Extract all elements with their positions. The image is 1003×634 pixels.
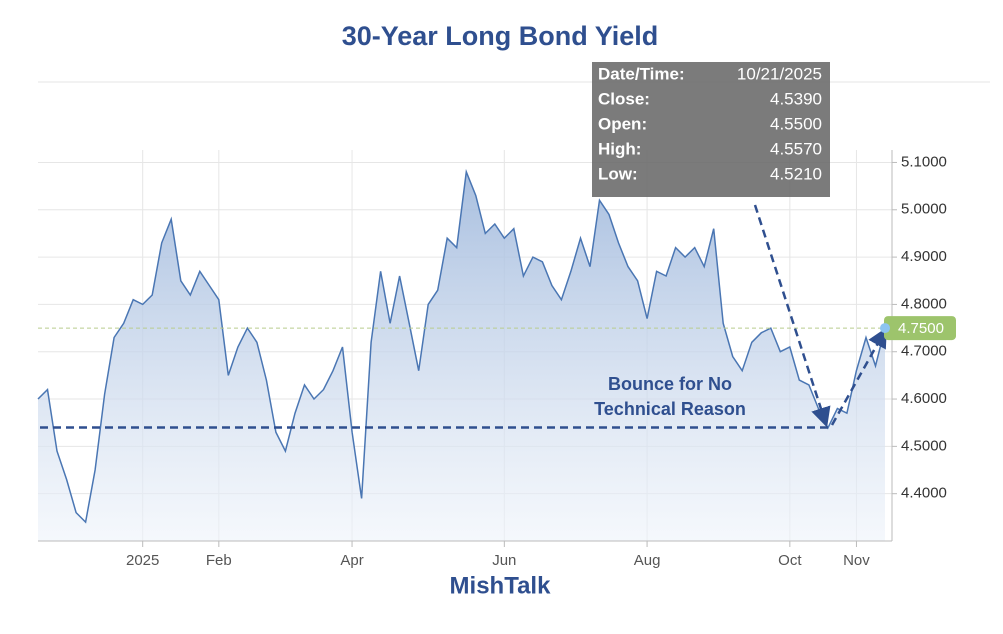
tooltip-label: High: [598,139,641,158]
x-tick-label: Jun [492,552,516,569]
y-tick-label: 4.5000 [901,437,947,454]
x-tick-label: Aug [634,552,661,569]
tooltip-label: Open: [598,114,647,133]
x-tick-label: 2025 [126,552,159,569]
annotation-text: Technical Reason [594,399,746,419]
tooltip-value: 10/21/2025 [737,64,822,83]
y-tick-label: 4.6000 [901,390,947,407]
tooltip-value: 4.5500 [770,114,822,133]
chart-title: 30-Year Long Bond Yield [342,21,659,51]
footer: MishTalk [450,572,552,599]
last-value-label: 4.7500 [898,320,944,337]
y-tick-label: 4.4000 [901,485,947,502]
x-tick-label: Nov [843,552,870,569]
tooltip-value: 4.5390 [770,89,822,108]
tooltip-label: Close: [598,89,650,108]
y-tick-label: 5.0000 [901,201,947,218]
area [38,171,885,541]
tooltip: Date/Time: 10/21/2025 Close: 4.5390 Open: 4.5… [592,62,830,197]
y-tick-label: 4.8000 [901,295,947,312]
tooltip-box [592,62,830,197]
line [37,168,886,524]
arrow [753,204,831,428]
y-tick-label: 4.7000 [901,343,947,360]
tooltip-value: 4.5210 [770,164,822,183]
annotations: Bounce for No Technical Reason [40,204,887,429]
plot [37,168,892,541]
tooltip-label: Low: [598,164,638,183]
x-tick-label: Apr [340,552,363,569]
annotation-text: Bounce for No [608,374,732,394]
last-point [880,323,890,334]
tooltip-label: Date/Time: [598,64,685,83]
arrow [830,327,887,426]
x-tick-label: Oct [778,552,802,569]
last-value-badge [884,316,956,341]
x-tick-label: Feb [206,552,232,569]
tooltip-value: 4.5570 [770,139,822,158]
y-tick-label: 4.9000 [901,248,947,265]
y-tick-label: 5.1000 [901,153,947,170]
